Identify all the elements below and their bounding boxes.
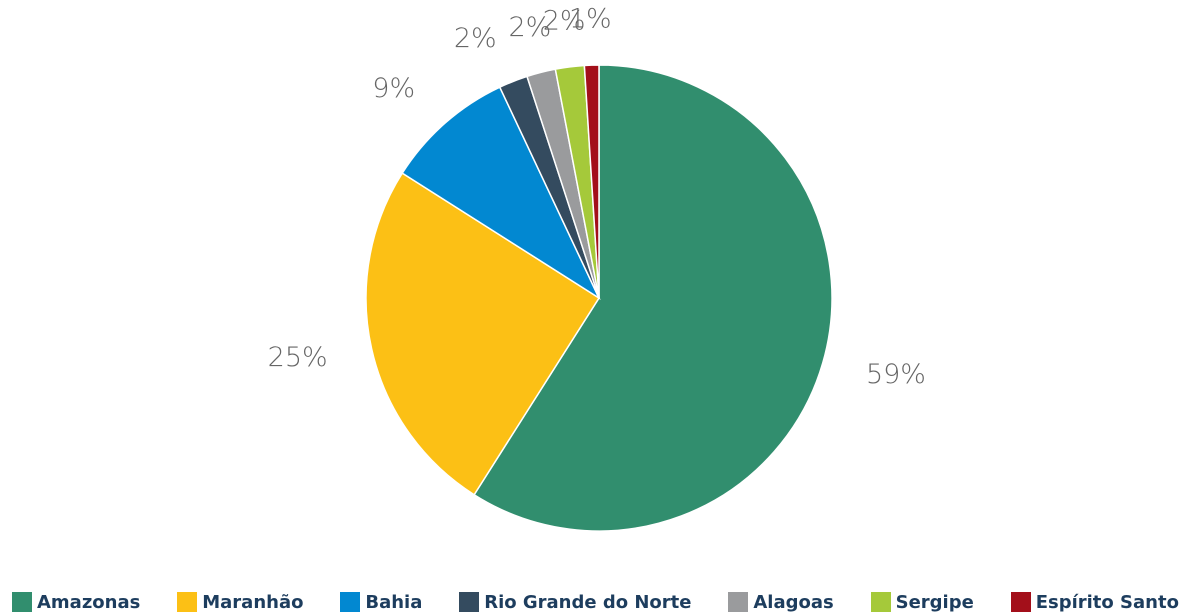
legend-label: Maranhão (202, 591, 304, 613)
data-label: 2% (543, 6, 586, 37)
legend-swatch (177, 592, 198, 612)
legend-item: Rio Grande do Norte (459, 591, 692, 613)
data-label: 1% (569, 4, 612, 35)
legend-label: Sergipe (895, 591, 974, 613)
data-label: 2% (508, 12, 551, 43)
pie-slice (583, 64, 600, 299)
legend-label: Amazonas (37, 591, 141, 613)
legend-item: Maranhão (177, 592, 303, 613)
data-label: 9% (372, 73, 415, 104)
legend-label: Espírito Santo (1035, 591, 1179, 613)
pie-slice (401, 86, 601, 301)
data-label: 25% (268, 342, 328, 373)
legend-label: Rio Grande do Norte (484, 591, 692, 613)
legend-item: Sergipe (870, 591, 974, 613)
legend-label: Alagoas (753, 591, 834, 613)
legend-swatch (12, 592, 32, 612)
data-label: 2% (454, 23, 497, 54)
chart: 59%25%9%2% 2%2%1% (268, 4, 926, 532)
legend: Amazonas Maranhão Bahia Rio Grande do Norte… (12, 590, 1179, 614)
legend-swatch (1010, 592, 1031, 612)
legend-swatch (728, 592, 749, 612)
pie-slice (473, 64, 833, 532)
legend-item: Espírito Santo (1010, 591, 1179, 613)
legend-label: Bahia (365, 591, 423, 613)
legend-swatch (870, 592, 891, 612)
legend-swatch (340, 592, 361, 612)
data-label: 59% (866, 359, 926, 390)
legend-item: Alagoas (728, 591, 834, 613)
legend-swatch (459, 592, 480, 612)
legend-item: Bahia (340, 592, 422, 613)
legend-item: Amazonas (12, 592, 140, 613)
pie-slice (365, 172, 601, 496)
